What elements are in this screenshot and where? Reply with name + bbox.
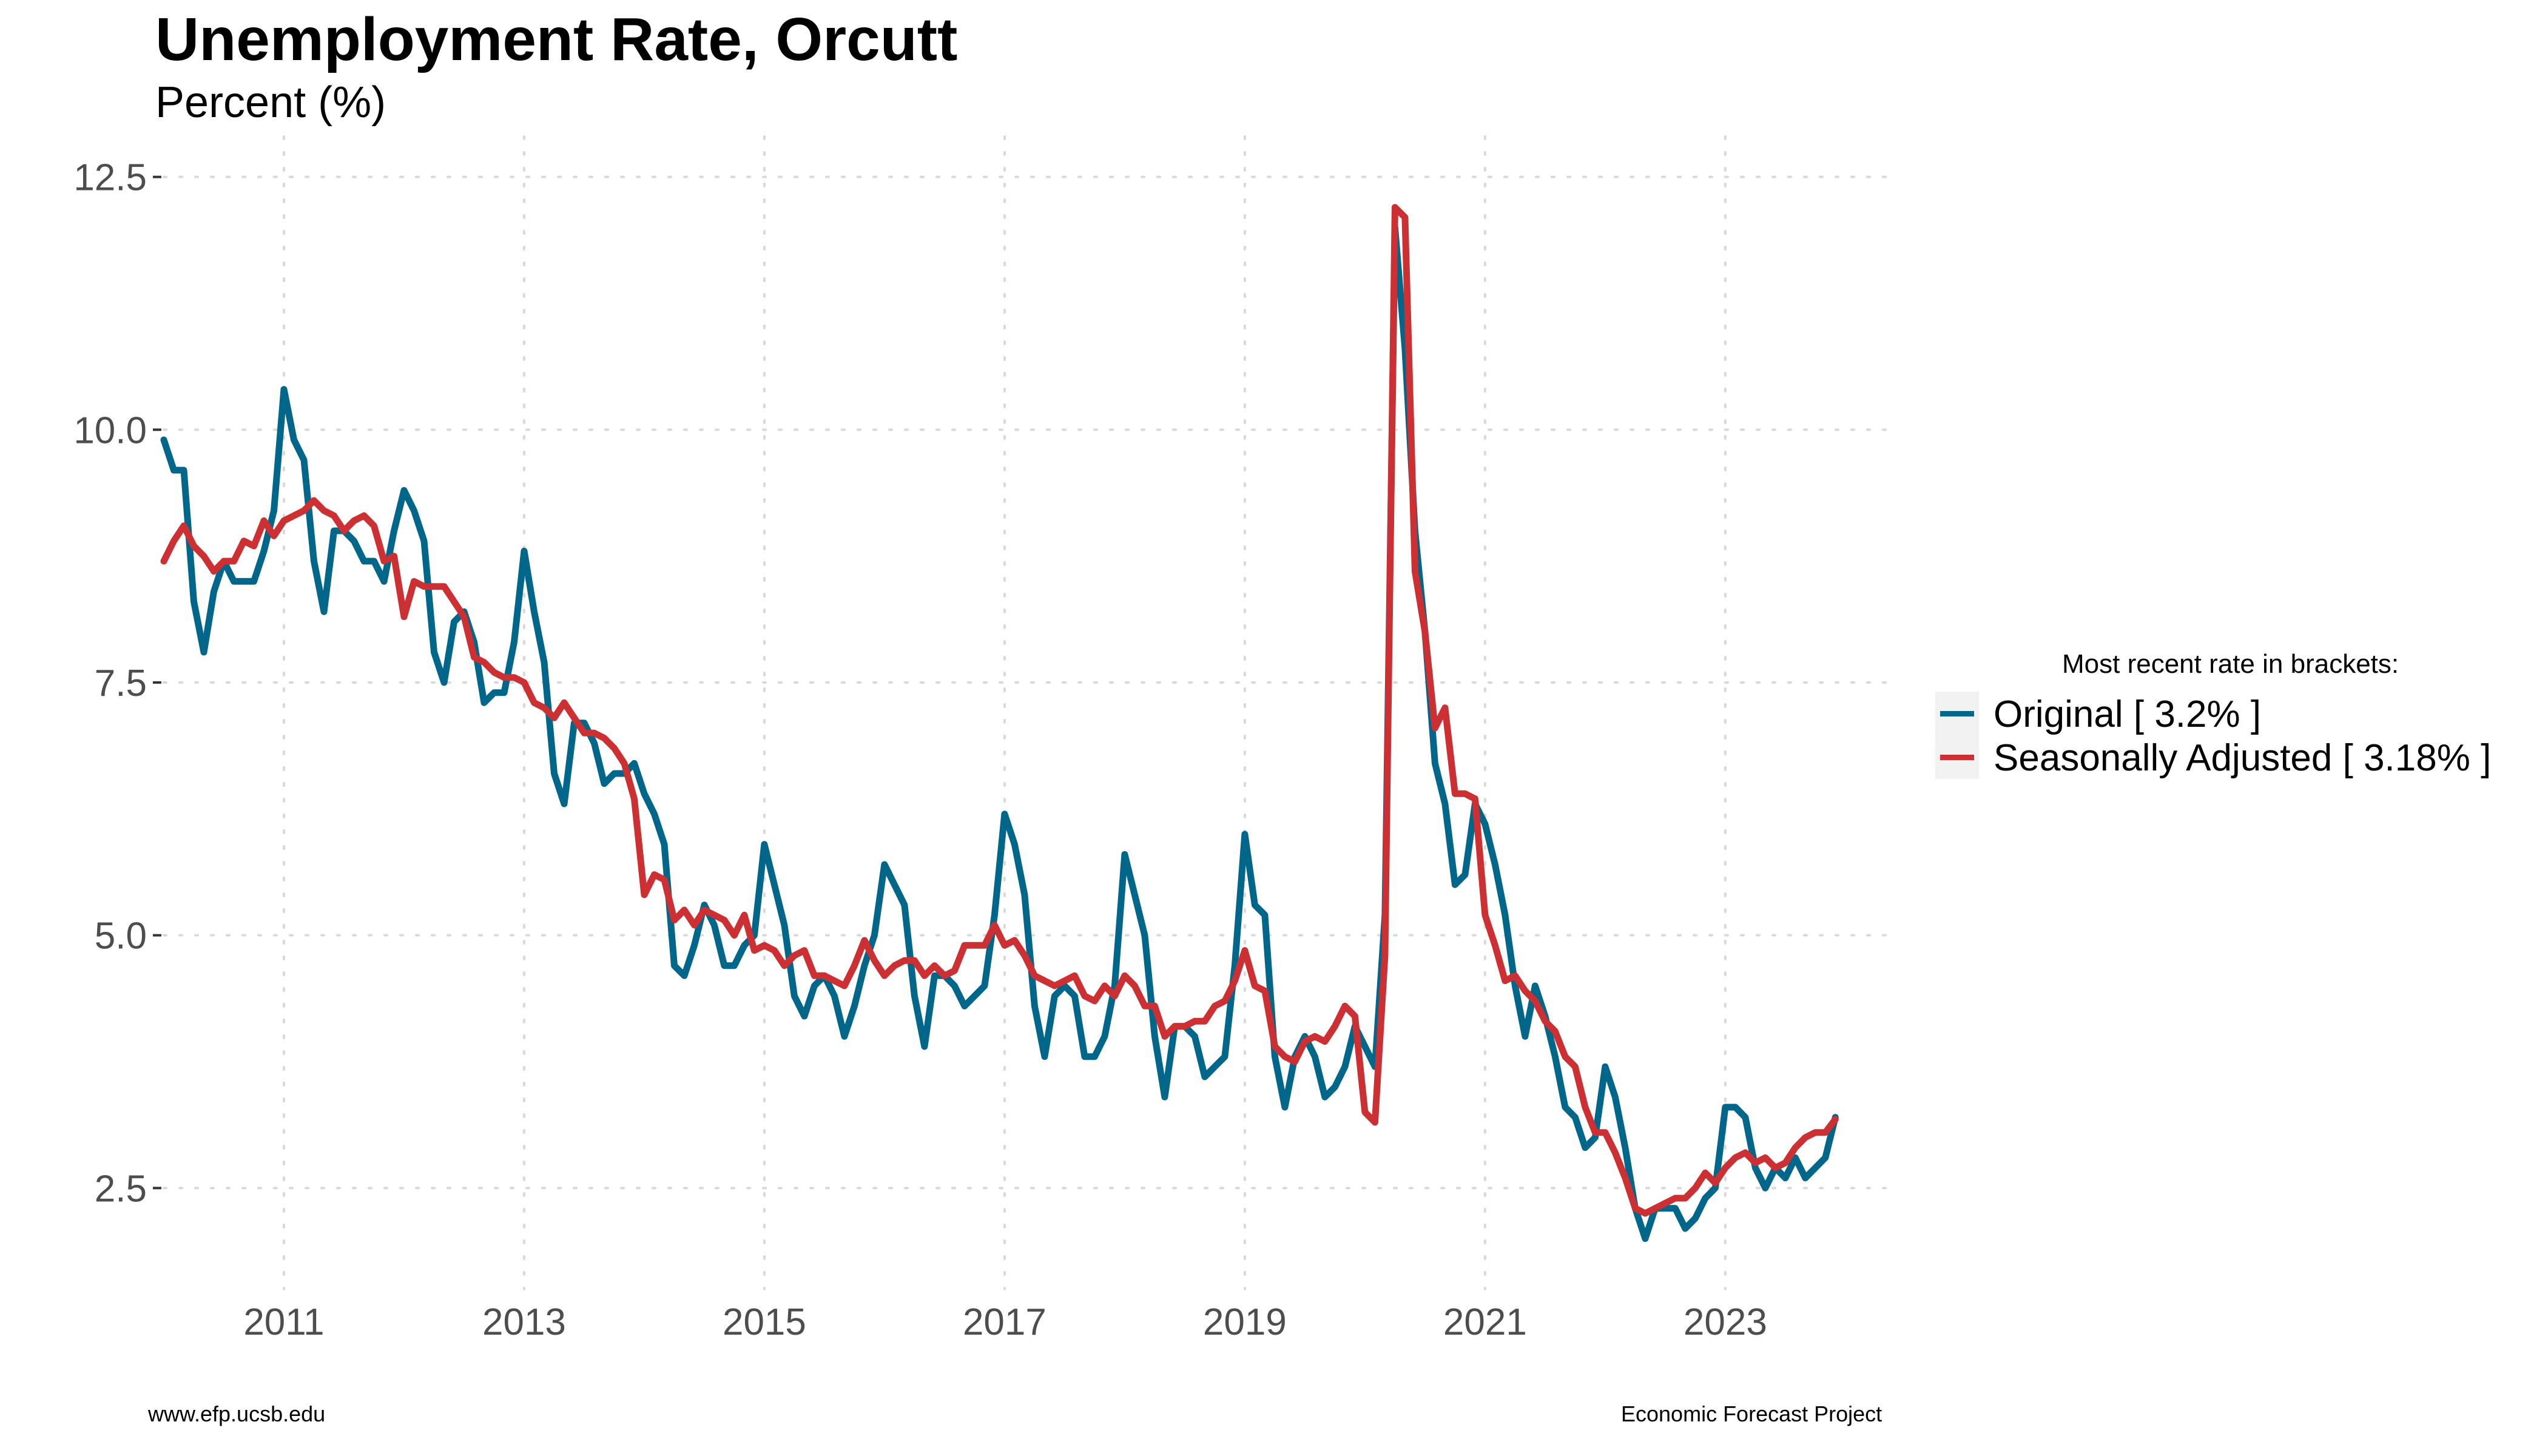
y-tick-label: 12.5 xyxy=(73,157,147,199)
axis-layer: 2.5 5.0 7.5 10.0 12.5 2011 2013 2015 2017 2019 202… xyxy=(73,157,1767,1343)
legend-label-original: Original [ 3.2% ] xyxy=(1994,693,2262,735)
y-tick-label: 2.5 xyxy=(95,1168,147,1210)
series-line-seasonally-adjusted xyxy=(160,204,1839,1217)
footer-credit: Economic Forecast Project xyxy=(1621,1401,1882,1426)
y-tick-label: 5.0 xyxy=(95,915,147,957)
legend-key-seasonally-adjusted xyxy=(1935,735,1979,779)
legend-label-seasonally-adjusted: Seasonally Adjusted [ 3.18% ] xyxy=(1994,737,2492,779)
chart-title: Unemployment Rate, Orcutt xyxy=(155,5,958,73)
legend-swatch-seasonally-adjusted xyxy=(1940,755,1974,760)
x-tick-label: 2013 xyxy=(482,1301,566,1343)
series-layer xyxy=(160,204,1839,1242)
footer-source-url: www.efp.ucsb.edu xyxy=(148,1401,326,1426)
x-tick-label: 2021 xyxy=(1443,1301,1527,1343)
x-tick-label: 2015 xyxy=(723,1301,806,1343)
legend-swatch-original xyxy=(1940,711,1974,716)
x-tick-label: 2023 xyxy=(1684,1301,1767,1343)
series-line-original xyxy=(160,224,1839,1242)
chart-subtitle: Percent (%) xyxy=(155,78,386,127)
x-tick-label: 2011 xyxy=(243,1301,324,1343)
x-tick-label: 2019 xyxy=(1203,1301,1287,1343)
y-tick-label: 10.0 xyxy=(73,410,147,451)
grid-layer xyxy=(163,135,1897,1290)
y-tick-label: 7.5 xyxy=(95,662,147,704)
legend-title: Most recent rate in brackets: xyxy=(2062,649,2399,679)
legend-key-original xyxy=(1935,692,1979,735)
x-tick-label: 2017 xyxy=(963,1301,1046,1343)
